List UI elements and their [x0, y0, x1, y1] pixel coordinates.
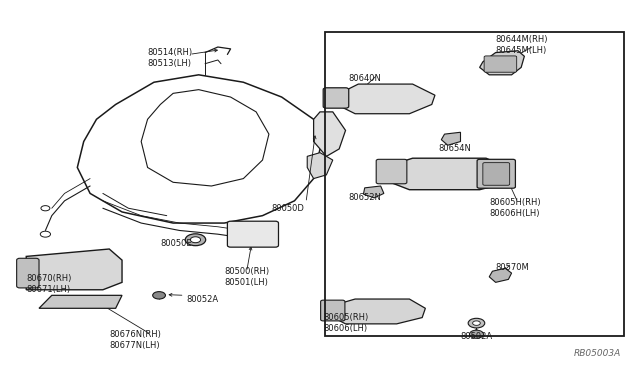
Text: RB05003A: RB05003A — [574, 349, 621, 358]
Text: 80670(RH)
80671(LH): 80670(RH) 80671(LH) — [26, 274, 72, 294]
Text: 80514(RH)
80513(LH): 80514(RH) 80513(LH) — [148, 48, 193, 68]
Text: 80644M(RH)
80645M(LH): 80644M(RH) 80645M(LH) — [495, 35, 548, 55]
FancyBboxPatch shape — [376, 159, 407, 184]
Circle shape — [153, 292, 166, 299]
Polygon shape — [26, 249, 122, 290]
Circle shape — [185, 234, 205, 246]
Text: 80052A: 80052A — [186, 295, 218, 304]
FancyBboxPatch shape — [323, 88, 349, 108]
Circle shape — [40, 231, 51, 237]
Circle shape — [469, 330, 483, 338]
FancyBboxPatch shape — [483, 163, 509, 185]
Polygon shape — [39, 295, 122, 308]
Text: 80652N: 80652N — [349, 193, 381, 202]
Text: 80050E: 80050E — [161, 239, 192, 248]
Text: 80570M: 80570M — [495, 263, 529, 272]
Text: 80654N: 80654N — [438, 144, 471, 153]
Polygon shape — [364, 186, 384, 198]
FancyBboxPatch shape — [17, 258, 39, 288]
FancyBboxPatch shape — [321, 300, 345, 321]
Polygon shape — [442, 132, 461, 145]
Polygon shape — [479, 51, 524, 75]
Bar — [325, 32, 624, 336]
Circle shape — [468, 318, 484, 328]
Text: 80640N: 80640N — [349, 74, 381, 83]
Polygon shape — [489, 268, 511, 282]
Text: 80676N(RH)
80677N(LH): 80676N(RH) 80677N(LH) — [109, 330, 161, 350]
Circle shape — [472, 321, 480, 326]
FancyBboxPatch shape — [227, 221, 278, 247]
Circle shape — [190, 237, 200, 243]
Polygon shape — [314, 112, 346, 156]
FancyBboxPatch shape — [484, 56, 516, 72]
FancyBboxPatch shape — [477, 159, 515, 188]
Polygon shape — [307, 153, 333, 179]
Polygon shape — [326, 299, 426, 324]
Circle shape — [41, 206, 50, 211]
Text: 80502A: 80502A — [460, 331, 493, 341]
Polygon shape — [381, 158, 511, 190]
Text: 80050D: 80050D — [271, 204, 304, 213]
Polygon shape — [333, 84, 435, 114]
Text: 80605H(RH)
80606H(LH): 80605H(RH) 80606H(LH) — [489, 198, 541, 218]
Text: 80500(RH)
80501(LH): 80500(RH) 80501(LH) — [224, 267, 269, 287]
Text: 80605(RH)
80606(LH): 80605(RH) 80606(LH) — [323, 313, 369, 333]
